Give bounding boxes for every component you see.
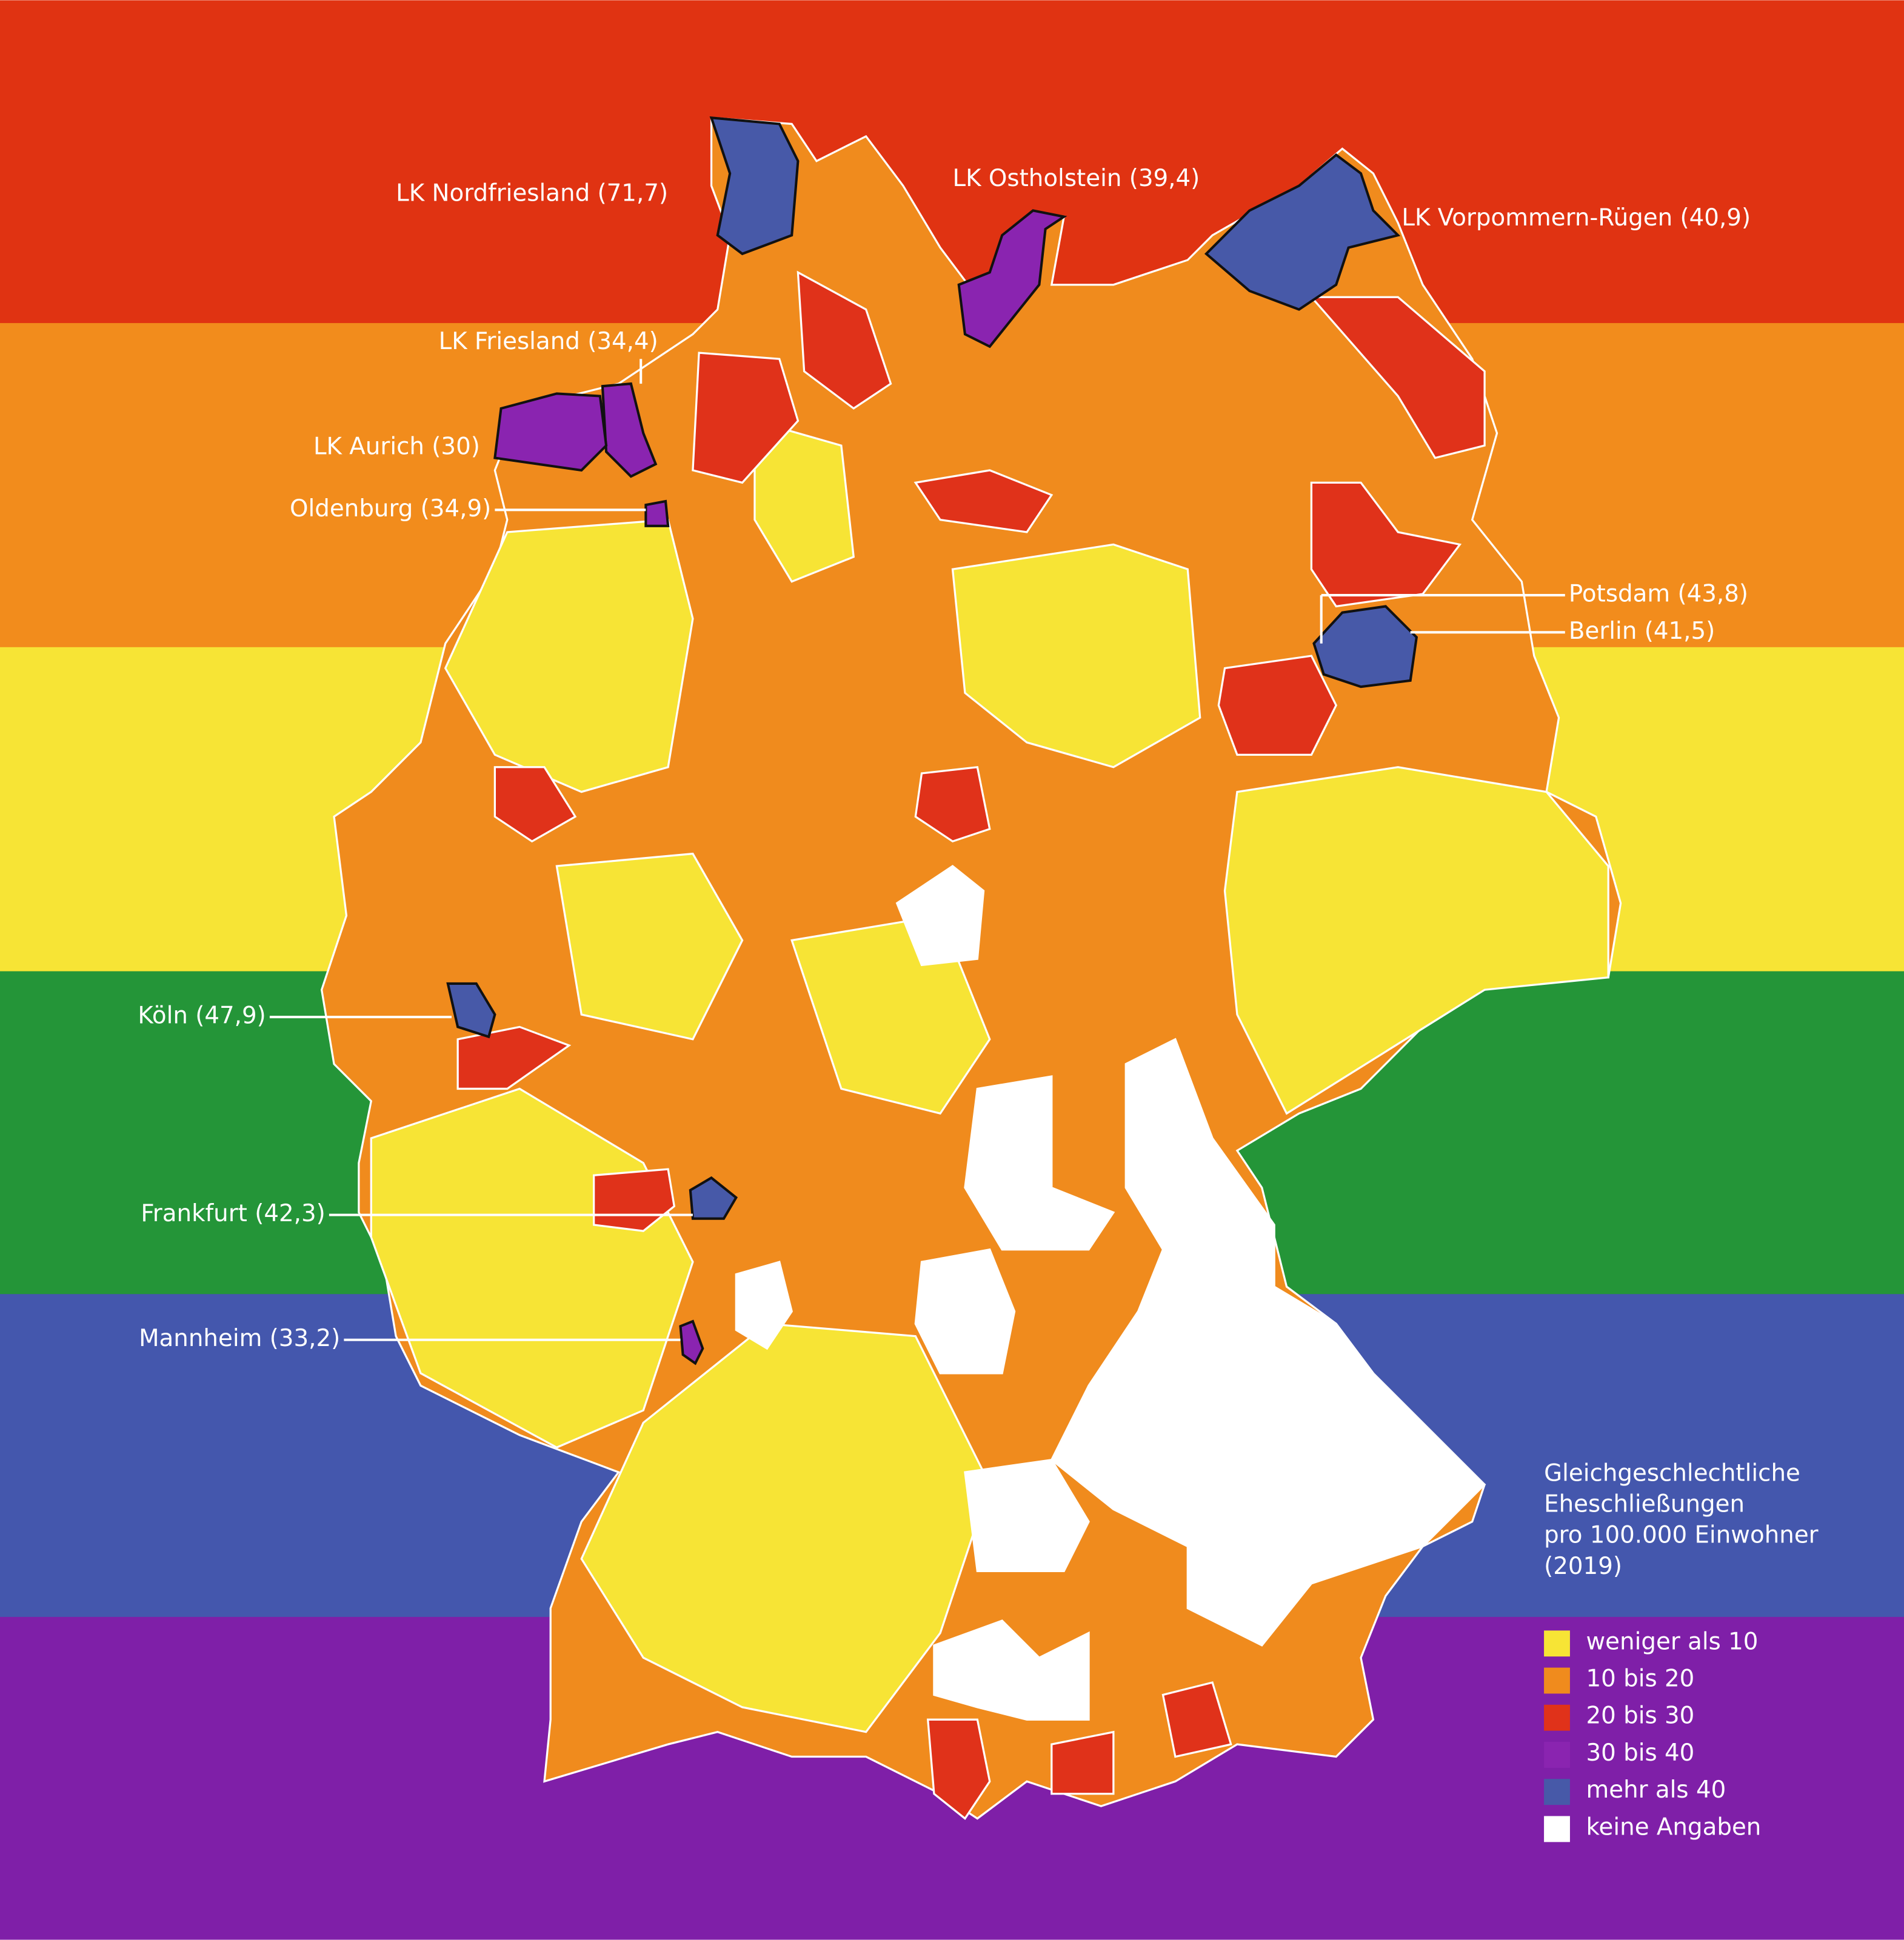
annotation: Berlin (41,5)	[1569, 618, 1715, 645]
legend-swatch	[1544, 1779, 1570, 1805]
legend-label: weniger als 10	[1586, 1628, 1758, 1655]
leader-lines	[269, 359, 1565, 1341]
legend-title: pro 100.000 Einwohner	[1544, 1522, 1819, 1549]
annotation: LK Vorpommern-Rügen (40,9)	[1401, 204, 1751, 232]
legend-title: Gleichgeschlechtliche	[1544, 1460, 1800, 1487]
legend-swatch	[1544, 1704, 1570, 1731]
legend-title: Eheschließungen	[1544, 1491, 1745, 1518]
legend-swatch	[1544, 1816, 1570, 1842]
annotation: Köln (47,9)	[138, 1002, 266, 1030]
legend-label: 20 bis 30	[1586, 1702, 1694, 1730]
annotation: Potsdam (43,8)	[1569, 581, 1748, 608]
annotation: Mannheim (33,2)	[139, 1325, 340, 1352]
annotation: Oldenburg (34,9)	[290, 495, 491, 522]
germany-map	[320, 116, 1622, 1820]
annotations: LK Nordfriesland (71,7) LK Ostholstein (…	[138, 165, 1751, 1352]
legend-swatch	[1544, 1742, 1570, 1768]
legend: Gleichgeschlechtliche Eheschließungen pro …	[1544, 1460, 1819, 1842]
legend-swatch	[1544, 1667, 1570, 1694]
annotation: LK Friesland (34,4)	[439, 328, 658, 355]
legend-label: keine Angaben	[1586, 1813, 1761, 1841]
legend-label: mehr als 40	[1586, 1776, 1726, 1804]
annotation: LK Nordfriesland (71,7)	[396, 179, 668, 207]
legend-title: (2019)	[1544, 1553, 1622, 1580]
legend-label: 10 bis 20	[1586, 1665, 1694, 1692]
annotation: LK Aurich (30)	[313, 433, 480, 461]
legend-swatch	[1544, 1630, 1570, 1657]
legend-label: 30 bis 40	[1586, 1739, 1694, 1767]
annotation: LK Ostholstein (39,4)	[953, 165, 1200, 192]
annotation: Frankfurt (42,3)	[141, 1200, 325, 1227]
